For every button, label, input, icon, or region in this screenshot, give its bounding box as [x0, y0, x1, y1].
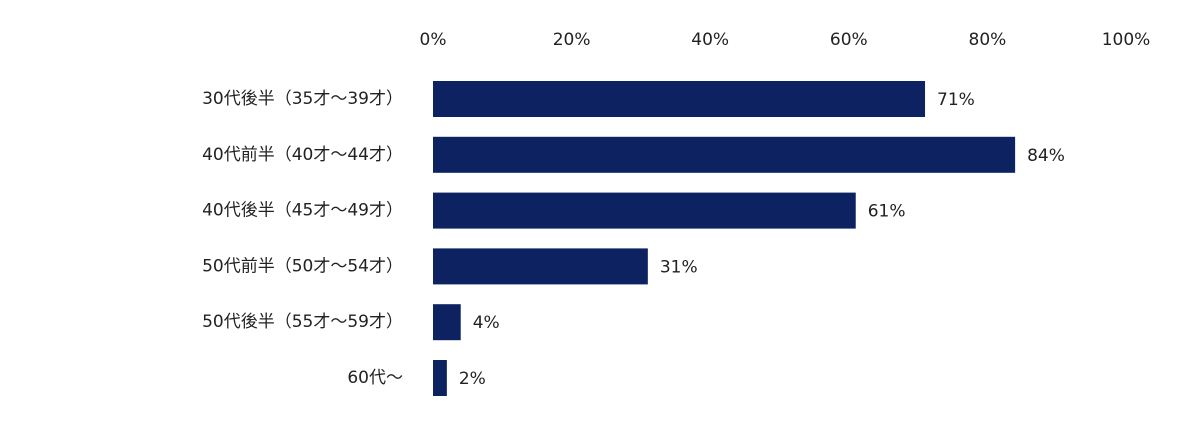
bar — [433, 192, 856, 229]
bar — [433, 248, 648, 285]
x-tick-label: 40% — [691, 30, 729, 50]
data-label: 4% — [473, 313, 500, 333]
data-label: 2% — [459, 369, 486, 389]
data-label: 61% — [868, 202, 906, 222]
data-label: 71% — [937, 90, 975, 110]
x-tick-label: 20% — [553, 30, 591, 50]
category-label: 40代前半（40才～44才） — [202, 145, 403, 165]
bar — [433, 304, 461, 341]
bars — [433, 81, 1016, 396]
data-label: 84% — [1027, 146, 1065, 166]
category-label: 50代前半（50才～54才） — [202, 256, 403, 276]
x-tick-label: 100% — [1102, 30, 1151, 50]
x-tick-label: 60% — [830, 30, 868, 50]
category-label: 50代後半（55才～59才） — [202, 312, 403, 332]
category-label: 30代後半（35才～39才） — [202, 89, 403, 109]
bar — [433, 360, 447, 396]
bar — [433, 81, 926, 117]
data-label: 31% — [660, 257, 698, 277]
x-tick-label: 0% — [420, 30, 447, 50]
category-label: 40代後半（45才～49才） — [202, 201, 403, 221]
category-label: 60代～ — [347, 368, 403, 388]
bar — [433, 136, 1016, 173]
x-tick-label: 80% — [969, 30, 1007, 50]
category-labels: 30代後半（35才～39才） 40代前半（40才～44才） 40代後半（45才～49… — [202, 89, 403, 388]
data-labels: 71% 84% 61% 31% 4% 2% — [459, 90, 1065, 389]
x-axis-ticks: 0% 20% 40% 60% 80% 100% — [420, 30, 1151, 50]
